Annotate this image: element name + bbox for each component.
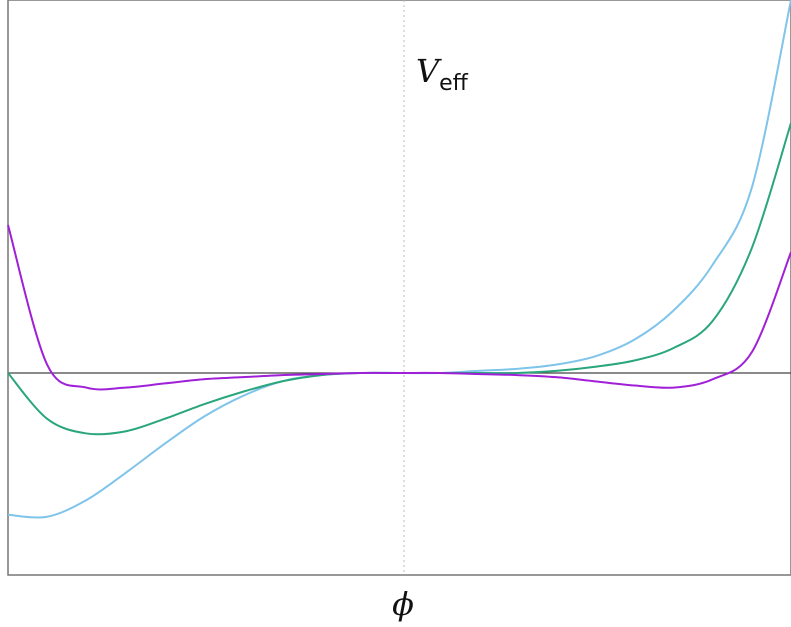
series-line-1 (7, 0, 791, 519)
y-axis-label-subscript: eff (439, 71, 469, 96)
series-group (7, 0, 791, 519)
y-axis-label: Veff (416, 52, 469, 96)
x-axis-label: ϕ (392, 585, 414, 623)
series-line-3 (7, 224, 791, 391)
plot-frame (7, 0, 791, 576)
y-axis-label-main: V (416, 52, 442, 90)
